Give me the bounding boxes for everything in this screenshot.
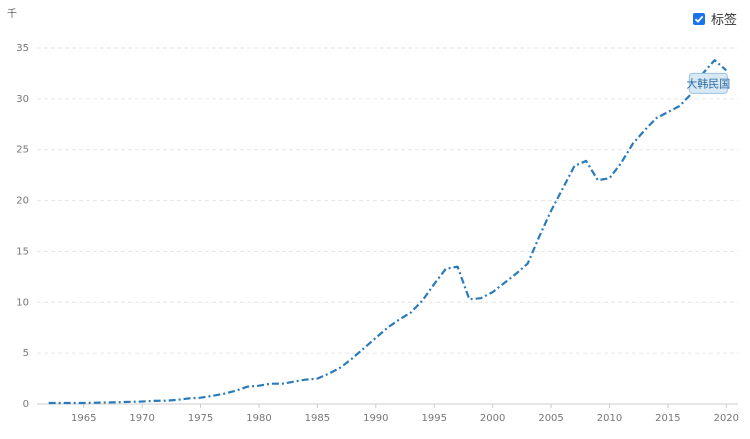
series-label: 大韩民国 [686,76,730,90]
y-axis-unit-label: 千 [7,9,17,20]
x-tick-label: 1965 [71,413,96,424]
y-tick-label: 5 [23,348,29,359]
x-tick-label: 1985 [305,413,330,424]
x-tick-label: 2015 [655,413,680,424]
y-tick-label: 35 [16,43,29,54]
x-axis-tick-labels: 1965 1970 1975 1980 1985 1990 1995 2000 2005 2010… [71,404,739,424]
x-tick-label: 1970 [129,413,154,424]
y-tick-label: 30 [16,94,29,105]
x-tick-label: 2005 [538,413,563,424]
label-toggle[interactable]: 标签 [693,9,737,28]
y-tick-label: 0 [23,399,29,410]
x-tick-label: 2020 [714,413,739,424]
y-tick-label: 15 [16,246,29,257]
y-tick-label: 20 [16,196,29,207]
y-tick-label: 25 [16,145,29,156]
series-label-box [688,72,728,94]
x-tick-label: 2000 [480,413,505,424]
label-checkbox[interactable] [693,12,705,25]
x-tick-label: 1990 [363,413,388,424]
series-layer [48,59,728,405]
series-label-layer: 大韩民国 [686,72,730,94]
y-tick-label: 10 [16,297,29,308]
x-tick-label: 1980 [246,413,271,424]
x-tick-label: 2010 [597,413,622,424]
y-axis-tick-labels: 0 5 10 15 20 25 30 35 [16,43,29,410]
x-tick-label: 1995 [422,413,447,424]
label-toggle-text: 标签 [711,13,738,28]
checkmark-icon [694,15,704,23]
series-line [48,59,728,405]
x-tick-label: 1975 [188,413,213,424]
grid-lines [37,47,738,354]
